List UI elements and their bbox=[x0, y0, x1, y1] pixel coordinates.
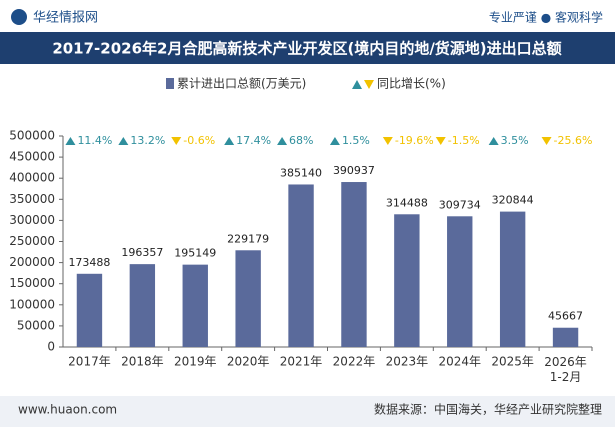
value-label: 314488 bbox=[386, 196, 428, 209]
growth-label: 1.5% bbox=[342, 134, 370, 147]
x-tick-label: 2022年 bbox=[333, 355, 376, 369]
y-tick-label: 450000 bbox=[9, 150, 55, 164]
y-tick-label: 200000 bbox=[9, 255, 55, 269]
y-tick-label: 250000 bbox=[9, 234, 55, 248]
footer-site: www.huaon.com bbox=[18, 403, 117, 417]
growth-arrow bbox=[329, 137, 340, 145]
x-tick-label: 2026年 1-2月 bbox=[544, 355, 587, 384]
growth-label: 11.4% bbox=[77, 134, 112, 147]
x-tick-label: 2023年 bbox=[386, 355, 429, 369]
growth-label: 13.2% bbox=[130, 134, 165, 147]
y-tick-label: 300000 bbox=[9, 213, 55, 227]
growth-label: -0.6% bbox=[183, 134, 215, 147]
chart-title: 2017-2026年2月合肥高新技术产业开发区(境内目的地/货源地)进出口总额 bbox=[52, 40, 561, 58]
growth-label: 68% bbox=[289, 134, 313, 147]
growth-label: 3.5% bbox=[501, 134, 529, 147]
footer-band bbox=[0, 396, 615, 427]
x-tick-label: 2020年 bbox=[227, 355, 270, 369]
bar bbox=[341, 182, 367, 347]
growth-arrow bbox=[171, 137, 182, 145]
bar bbox=[235, 250, 261, 347]
x-tick-label: 2018年 bbox=[121, 355, 164, 369]
value-label: 390937 bbox=[333, 164, 375, 177]
footer-source: 数据来源：中国海关，华经产业研究院整理 bbox=[374, 402, 602, 417]
growth-arrow bbox=[118, 137, 129, 145]
legend-up bbox=[352, 80, 362, 89]
value-label: 385140 bbox=[280, 166, 322, 179]
growth-label: -25.6% bbox=[554, 134, 593, 147]
growth-arrow bbox=[65, 137, 76, 145]
growth-arrow bbox=[435, 137, 446, 145]
bar bbox=[499, 211, 526, 347]
y-tick-label: 100000 bbox=[9, 297, 55, 311]
growth-arrow bbox=[224, 137, 235, 145]
legend-label: 同比增长(%) bbox=[377, 77, 446, 91]
growth-arrow bbox=[382, 137, 393, 145]
x-tick-label: 2017年 bbox=[68, 355, 111, 369]
growth-label: -19.6% bbox=[395, 134, 434, 147]
logo bbox=[11, 9, 27, 25]
y-tick-label: 150000 bbox=[9, 276, 55, 290]
bar bbox=[76, 273, 103, 347]
x-tick-label: 2024年 bbox=[438, 355, 481, 369]
growth-arrow bbox=[277, 137, 288, 145]
growth-label: 17.4% bbox=[236, 134, 271, 147]
bar bbox=[447, 216, 473, 347]
y-tick-label: 0 bbox=[47, 340, 55, 354]
x-tick-label: 2021年 bbox=[280, 355, 323, 369]
y-tick-label: 500000 bbox=[9, 129, 55, 143]
bar bbox=[288, 184, 314, 347]
slogan: 专业严谨 ● 客观科学 bbox=[489, 10, 603, 25]
brand: 华经情报网 bbox=[33, 11, 98, 26]
value-label: 173488 bbox=[68, 256, 110, 269]
x-tick-label: 2025年 bbox=[491, 355, 534, 369]
bar bbox=[129, 264, 156, 347]
growth-arrow bbox=[488, 137, 499, 145]
growth-label: -1.5% bbox=[448, 134, 480, 147]
growth-arrow bbox=[541, 137, 552, 145]
value-label: 45667 bbox=[548, 310, 583, 323]
bar bbox=[182, 264, 208, 347]
value-label: 195149 bbox=[174, 247, 216, 260]
y-tick-label: 50000 bbox=[17, 318, 55, 332]
value-label: 196357 bbox=[121, 246, 163, 259]
legend-swatch bbox=[166, 78, 174, 89]
title-band bbox=[0, 32, 615, 64]
legend-down bbox=[364, 80, 374, 89]
legend-label: 累计进出口总额(万美元) bbox=[177, 77, 306, 91]
bar bbox=[552, 327, 579, 347]
value-label: 320844 bbox=[492, 194, 534, 207]
y-tick-label: 400000 bbox=[9, 171, 55, 185]
value-label: 309734 bbox=[439, 198, 481, 211]
y-tick-label: 350000 bbox=[9, 192, 55, 206]
x-tick-label: 2019年 bbox=[174, 355, 217, 369]
bar bbox=[394, 214, 420, 347]
value-label: 229179 bbox=[227, 232, 269, 245]
